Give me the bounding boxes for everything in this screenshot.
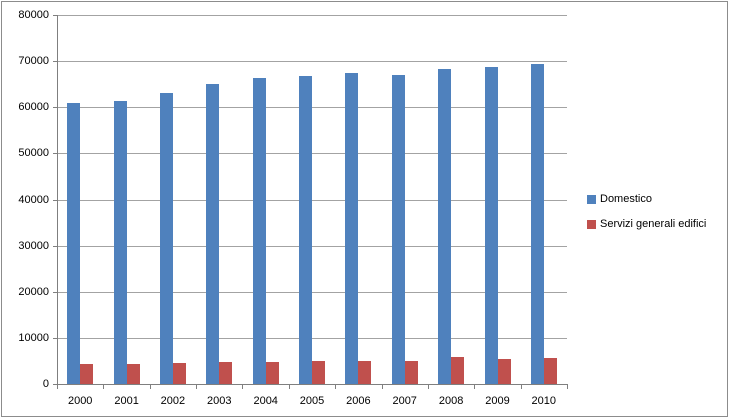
gridline-50000 [57, 153, 567, 154]
x-tick-9 [474, 385, 475, 389]
y-tick-label: 70000 [18, 55, 49, 67]
bar-servizi-generali-edifici-2005[interactable] [312, 360, 325, 384]
bar-servizi-generali-edifici-2009[interactable] [497, 358, 511, 384]
legend-item-servizi-generali-edifici[interactable]: Servizi generali edifici [587, 218, 706, 230]
bar-domestico-2001[interactable] [113, 100, 127, 384]
y-tick-label: 40000 [18, 194, 49, 206]
legend-swatch-icon [587, 219, 596, 229]
x-category-label: 2009 [485, 395, 510, 407]
legend-swatch-icon [587, 194, 596, 204]
bar-domestico-2006[interactable] [345, 73, 359, 384]
x-category-label: 2006 [346, 395, 371, 407]
bar-servizi-generali-edifici-2010[interactable] [543, 358, 557, 384]
legend-item-domestico[interactable]: Domestico [587, 193, 652, 205]
y-tick-label: 50000 [18, 147, 49, 159]
gridline-30000 [57, 246, 567, 247]
y-tick-label: 60000 [18, 101, 49, 113]
x-category-label: 2010 [531, 395, 557, 407]
bar-domestico-2002[interactable] [159, 93, 173, 384]
bar-domestico-2005[interactable] [299, 76, 312, 384]
y-tick-50000 [53, 153, 58, 154]
x-tick-10 [521, 385, 522, 389]
y-tick-label: 30000 [18, 240, 49, 252]
y-tick-40000 [53, 200, 58, 201]
y-axis-line [57, 15, 58, 385]
y-tick-10000 [53, 338, 58, 339]
bar-servizi-generali-edifici-2000[interactable] [80, 364, 94, 384]
x-tick-7 [382, 385, 383, 389]
bar-servizi-generali-edifici-2001[interactable] [126, 363, 140, 384]
y-tick-label: 80000 [18, 9, 49, 21]
bar-servizi-generali-edifici-2006[interactable] [358, 360, 372, 384]
gridline-80000 [57, 15, 567, 16]
bar-domestico-2009[interactable] [484, 66, 498, 384]
x-category-label: 2008 [438, 395, 464, 407]
bar-domestico-2008[interactable] [438, 69, 452, 384]
x-category-label: 2004 [253, 395, 278, 407]
gridline-10000 [57, 338, 567, 339]
legend-label: Domestico [600, 193, 652, 205]
bar-domestico-2000[interactable] [67, 102, 81, 384]
x-category-label: 2001 [114, 395, 139, 407]
y-tick-60000 [53, 107, 58, 108]
x-tick-2 [150, 385, 151, 389]
bar-domestico-2004[interactable] [252, 77, 266, 384]
bar-domestico-2010[interactable] [530, 63, 544, 384]
gridline-70000 [57, 61, 567, 62]
gridline-40000 [57, 200, 567, 201]
x-category-label: 2000 [67, 395, 93, 407]
y-tick-20000 [53, 292, 58, 293]
x-tick-8 [428, 385, 429, 389]
x-tick-5 [289, 385, 290, 389]
y-tick-label: 10000 [18, 332, 49, 344]
x-category-label: 2005 [299, 395, 325, 407]
x-category-label: 2002 [160, 395, 186, 407]
y-tick-80000 [53, 15, 58, 16]
bar-servizi-generali-edifici-2002[interactable] [172, 363, 186, 384]
gridline-20000 [57, 292, 567, 293]
legend-label: Servizi generali edifici [600, 218, 707, 230]
x-category-label: 2007 [392, 395, 417, 407]
y-tick-30000 [53, 246, 58, 247]
x-axis-line [57, 384, 568, 385]
bar-servizi-generali-edifici-2003[interactable] [219, 362, 233, 384]
bar-domestico-2003[interactable] [206, 84, 220, 384]
x-tick-1 [103, 385, 104, 389]
x-category-label: 2003 [207, 395, 232, 407]
y-tick-label: 20000 [18, 286, 49, 298]
y-tick-label: 0 [42, 378, 49, 390]
x-tick-6 [335, 385, 336, 389]
chart-area[interactable]: 0 10000 20000 30000 40000 50000 60000 70000 8000… [2, 2, 727, 416]
bar-servizi-generali-edifici-2007[interactable] [404, 360, 418, 384]
x-tick-4 [242, 385, 243, 389]
y-tick-0 [53, 384, 58, 385]
bar-domestico-2007[interactable] [391, 75, 405, 384]
bar-servizi-generali-edifici-2008[interactable] [451, 357, 465, 384]
y-tick-70000 [53, 61, 58, 62]
gridline-60000 [57, 107, 567, 108]
x-tick-11 [567, 385, 568, 389]
x-tick-3 [196, 385, 197, 389]
x-tick-0 [57, 385, 58, 389]
bar-servizi-generali-edifici-2004[interactable] [265, 361, 279, 384]
